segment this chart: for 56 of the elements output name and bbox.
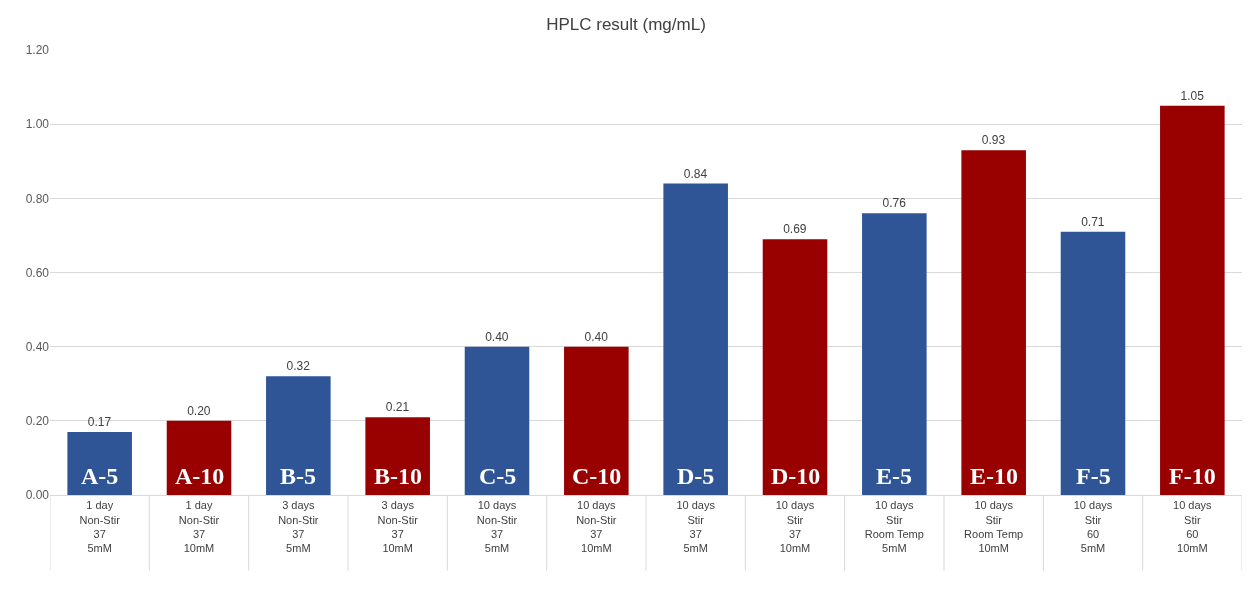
data-label: 0.84	[683, 166, 708, 181]
y-tick-label: 0.80	[25, 191, 50, 206]
y-tick-label: 0.20	[25, 414, 50, 429]
x-tick-label: 10 days Stir 60 10mM	[1173, 499, 1213, 555]
data-label: 1.05	[1180, 88, 1205, 103]
x-tick-label: 10 days Stir 60 5mM	[1073, 499, 1113, 555]
x-tick-label: 1 day Non-Stir 37 5mM	[79, 499, 121, 555]
data-label: 0.93	[981, 133, 1006, 148]
annotation: F-5	[1076, 463, 1111, 489]
bar	[862, 213, 927, 495]
bar	[166, 420, 232, 495]
data-label: 0.21	[385, 400, 410, 415]
bar	[564, 346, 629, 495]
data-label: 0.69	[783, 222, 807, 237]
annotation: E-10	[970, 463, 1018, 489]
data-label: 0.76	[882, 196, 907, 211]
x-tick-label: 10 days Stir 37 10mM	[775, 499, 815, 555]
x-tick-label: 10 days Non-Stir 37 10mM	[576, 499, 617, 555]
annotation: D-10	[771, 463, 821, 489]
annotation: A-10	[175, 463, 225, 489]
bar	[365, 417, 430, 495]
annotation: B-5	[280, 463, 316, 489]
annotation: D-5	[677, 463, 715, 489]
x-tick-label: 10 days Stir Room Temp 5mM	[864, 499, 924, 555]
annotation: A-5	[81, 463, 119, 489]
y-tick-label: 0.00	[25, 488, 50, 503]
x-tick-label: 10 days Stir 37 5mM	[676, 499, 716, 555]
chart-title: HPLC result (mg/mL)	[546, 14, 706, 34]
bar	[663, 183, 728, 495]
bar	[1060, 231, 1126, 495]
data-label: 0.32	[286, 359, 311, 374]
annotation: E-5	[876, 463, 912, 489]
annotation: C-5	[479, 463, 517, 489]
annotation: C-10	[572, 463, 622, 489]
bar	[1160, 105, 1225, 495]
bar	[464, 346, 530, 495]
y-tick-label: 0.40	[25, 339, 50, 354]
bar	[266, 376, 331, 495]
y-tick-label: 1.20	[25, 43, 50, 58]
data-label: 0.40	[485, 329, 509, 344]
annotation: B-10	[374, 463, 422, 489]
y-tick-label: 0.60	[25, 265, 50, 280]
bar	[762, 239, 828, 495]
y-tick-label: 1.00	[25, 117, 50, 132]
bar	[961, 150, 1026, 495]
data-label: 0.20	[187, 403, 211, 418]
annotation: F-10	[1169, 463, 1216, 489]
x-tick-label: 3 days Non-Stir 37 10mM	[377, 499, 419, 555]
x-tick-label: 10 days Stir Room Temp 10mM	[964, 499, 1024, 555]
data-label: 0.71	[1081, 214, 1105, 229]
x-tick-label: 10 days Non-Stir 37 5mM	[476, 499, 518, 555]
x-tick-label: 1 day Non-Stir 37 10mM	[178, 499, 220, 555]
bar	[67, 431, 132, 495]
x-tick-label: 3 days Non-Stir 37 5mM	[278, 499, 319, 555]
data-label: 0.17	[87, 414, 112, 429]
data-label: 0.40	[584, 329, 609, 344]
